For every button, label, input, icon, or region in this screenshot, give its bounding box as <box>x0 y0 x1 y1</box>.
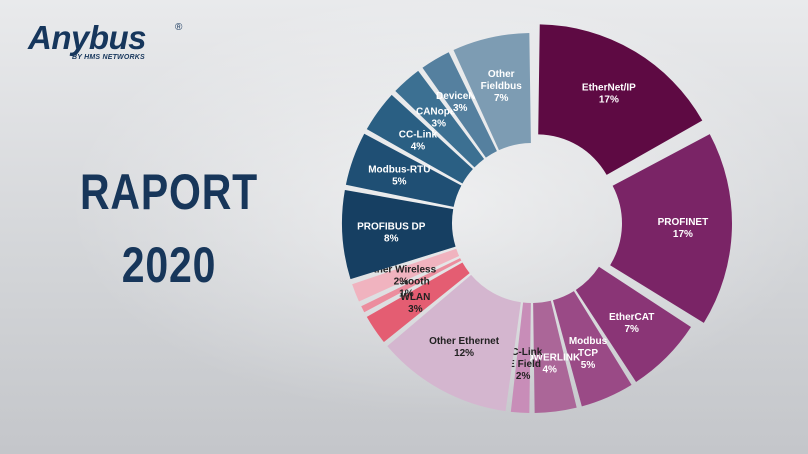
donut-slice-profibus-dp <box>342 190 456 280</box>
anybus-logo: Anybus ® BY HMS NETWORKS <box>28 19 182 62</box>
logo-wordmark: Anybus <box>28 19 147 56</box>
slice-label-canopen: CANopen 3% <box>416 107 462 130</box>
donut-slice-other-wireless <box>352 248 460 302</box>
donut-slice-cc-link <box>366 94 473 184</box>
slice-label-modbus-tcp: Modbus TCP 5% <box>569 336 608 371</box>
logo-registered-mark: ® <box>175 22 183 33</box>
donut-slice-powerlink <box>533 300 577 413</box>
slice-label-bluetooth: Bluetooth 1% <box>383 277 430 300</box>
donut-slice-cc-link-ie-field <box>510 302 531 413</box>
slice-label-other-wireless: Other Wireless 2% <box>366 264 437 287</box>
slice-label-other-ethernet: Other Ethernet 12% <box>429 336 500 359</box>
report-year: 2020 <box>121 237 217 293</box>
donut-slice-other-ethernet <box>387 274 521 412</box>
slice-label-cc-link-ie-field: CC-Link IE Field 2% <box>504 347 543 382</box>
slice-label-ethernet-ip: EtherNet/IP 17% <box>582 83 636 106</box>
slice-label-wlan: WLAN 3% <box>400 292 430 315</box>
donut-slice-other-fieldbus <box>453 33 531 151</box>
donut-slice-wlan <box>366 262 470 343</box>
donut-slice-modbus-tcp <box>552 291 632 407</box>
slice-label-other-fieldbus: Other Fieldbus 7% <box>481 69 523 104</box>
slice-label-powerlink: POWERLINK 4% <box>519 352 581 375</box>
donut-slice-bluetooth <box>361 258 462 313</box>
slice-label-devicenet: DeviceNet 3% <box>436 91 485 114</box>
report-title: RAPORT <box>79 164 259 220</box>
donut-slice-ethercat <box>575 266 691 382</box>
slice-label-ethercat: EtherCAT 7% <box>609 312 654 335</box>
slice-label-cc-link: CC-Link 4% <box>399 130 438 153</box>
logo-byline: BY HMS NETWORKS <box>72 54 145 61</box>
donut-slice-canopen <box>395 70 485 168</box>
slice-label-modbus-rtu: Modbus-RTU 5% <box>368 165 430 188</box>
donut-slice-ethernet-ip <box>538 24 703 175</box>
slice-label-profibus-dp: PROFIBUS DP 8% <box>357 221 426 244</box>
donut-slice-devicenet <box>422 52 497 158</box>
donut-slice-modbus-rtu <box>345 133 462 207</box>
donut-slice-profinet <box>610 134 732 323</box>
slice-label-profinet: PROFINET 17% <box>658 217 709 240</box>
